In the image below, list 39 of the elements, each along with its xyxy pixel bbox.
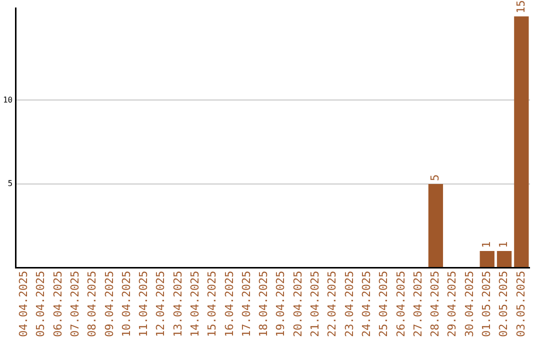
x-tick-label: 17.04.2025: [240, 270, 253, 338]
x-tick-label: 01.05.2025: [480, 270, 493, 338]
x-tick-label: 08.04.2025: [86, 270, 99, 338]
bar: [514, 16, 529, 268]
x-tick-label: 07.04.2025: [68, 270, 82, 338]
x-tick-label: 05.04.2025: [34, 270, 48, 338]
x-tick-label: 14.04.2025: [188, 270, 202, 338]
x-tick-label: 25.04.2025: [377, 270, 390, 338]
x-tick-label: 23.04.2025: [342, 270, 356, 338]
x-tick-label: 02.05.2025: [497, 270, 510, 338]
data-label: 1: [497, 241, 510, 248]
x-tick-label: 27.04.2025: [411, 270, 424, 338]
x-tick-label: 13.04.2025: [171, 270, 184, 338]
x-tick-label: 18.04.2025: [257, 270, 270, 338]
data-label: 5: [428, 174, 442, 181]
x-tick-label: 28.04.2025: [428, 270, 442, 338]
x-tick-label: 09.04.2025: [102, 270, 116, 338]
x-tick-label: 12.04.2025: [154, 270, 168, 338]
x-tick-label: 21.04.2025: [308, 270, 322, 338]
x-tick-label: 19.04.2025: [274, 270, 288, 338]
bar: [428, 184, 444, 268]
x-tick-label: 10.04.2025: [120, 270, 133, 338]
x-tick-label: 16.04.2025: [222, 270, 236, 338]
x-tick-label: 20.04.2025: [291, 270, 304, 338]
x-tick-label: 29.04.2025: [446, 270, 459, 338]
bar: [496, 251, 512, 268]
y-tick-label: 10: [2, 95, 13, 104]
x-tick-label: 24.04.2025: [360, 270, 373, 338]
x-tick-label: 11.04.2025: [137, 270, 150, 338]
x-tick-label: 15.04.2025: [206, 270, 219, 338]
x-tick-label: 26.04.2025: [394, 270, 408, 338]
x-tick-label: 06.04.2025: [51, 270, 64, 338]
data-label: 15: [514, 0, 528, 14]
data-label: 1: [480, 241, 493, 248]
x-tick-label: 22.04.2025: [326, 270, 339, 338]
x-tick-label: 04.04.2025: [17, 270, 30, 338]
x-tick-label: 03.05.2025: [514, 270, 528, 338]
bar: [480, 251, 494, 268]
x-tick-label: 30.04.2025: [462, 270, 476, 338]
